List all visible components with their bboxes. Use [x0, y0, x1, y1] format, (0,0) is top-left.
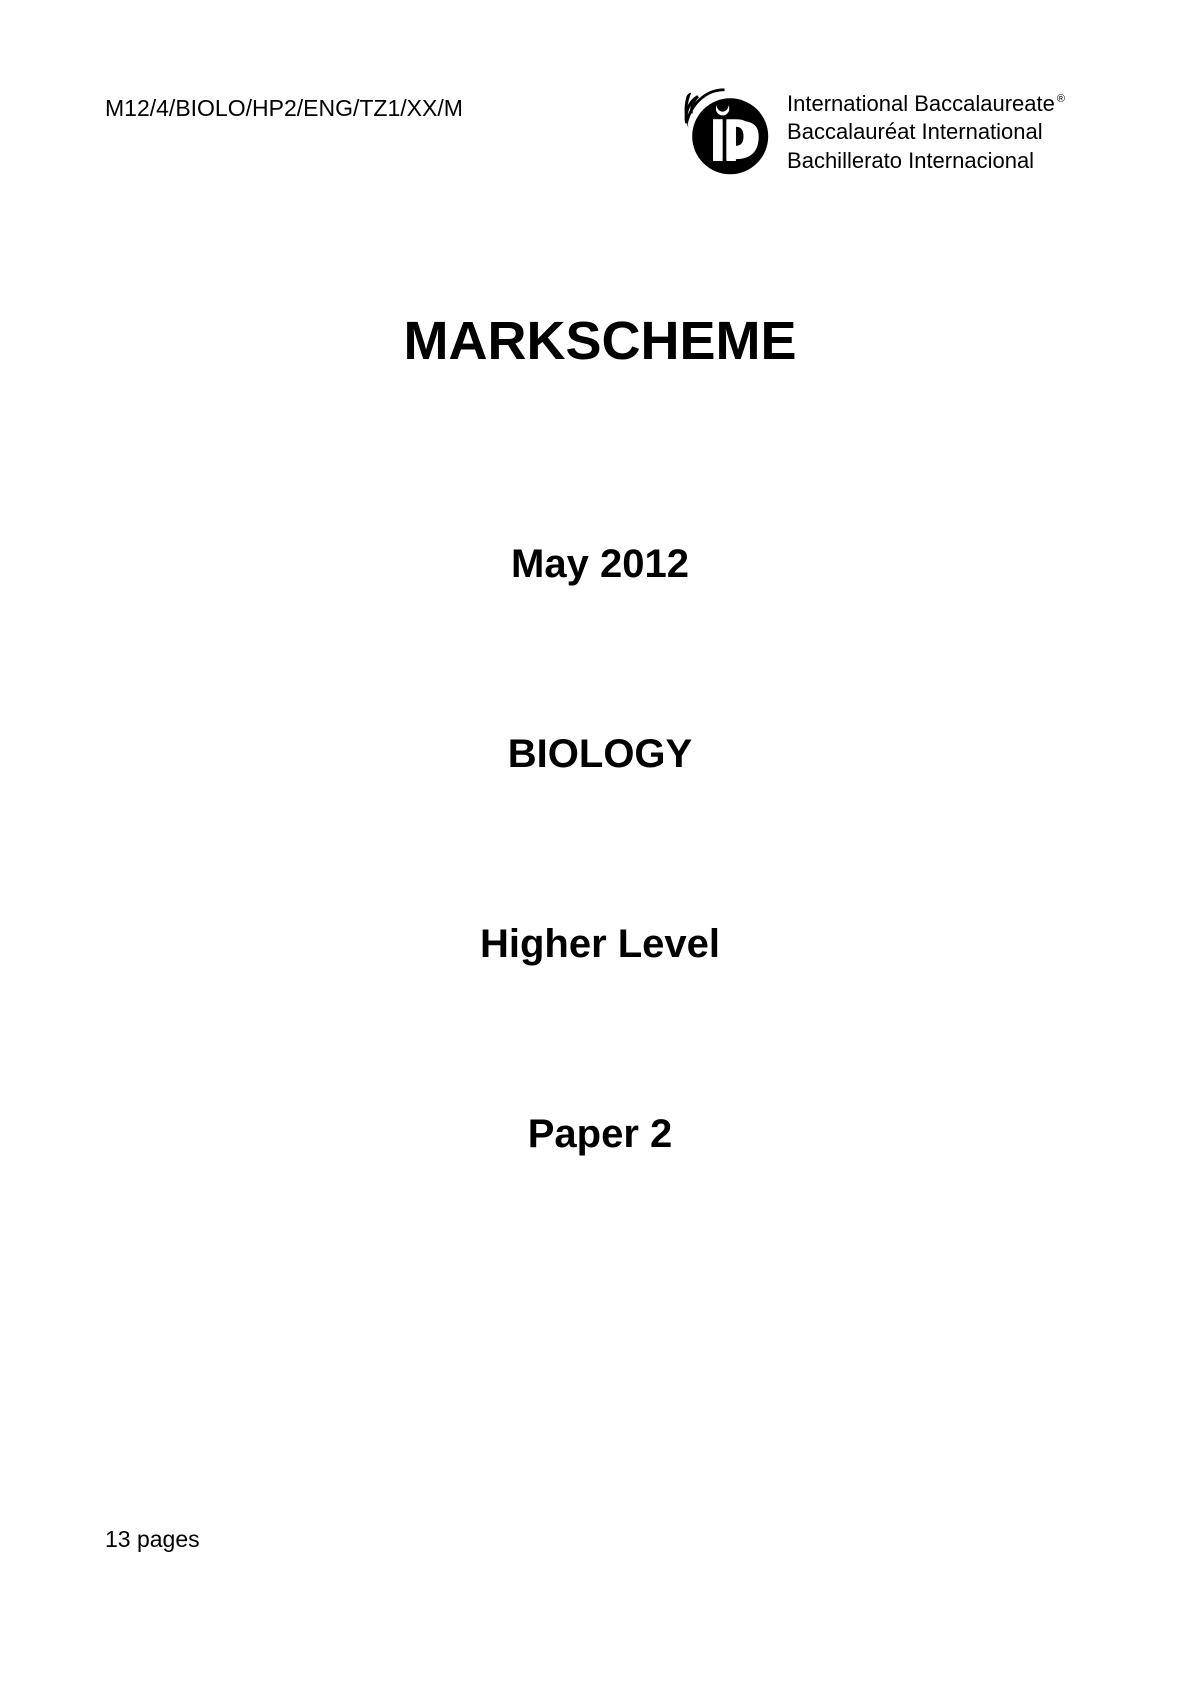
- registered-symbol: ®: [1057, 93, 1065, 105]
- page-count: 13 pages: [105, 1526, 200, 1553]
- org-name-french: Baccalauréat International: [787, 118, 1065, 147]
- org-name-spanish: Bachillerato Internacional: [787, 147, 1065, 176]
- organization-names: International Baccalaureate® Baccalauréa…: [787, 90, 1065, 176]
- document-paper: Paper 2: [528, 1112, 673, 1157]
- document-level: Higher Level: [480, 922, 720, 967]
- ib-logo-icon: [677, 85, 772, 180]
- document-subject: BIOLOGY: [508, 732, 692, 777]
- main-content: MARKSCHEME May 2012 BIOLOGY Higher Level…: [0, 310, 1200, 1302]
- org-name-english: International Baccalaureate®: [787, 90, 1065, 119]
- page-header: M12/4/BIOLO/HP2/ENG/TZ1/XX/M Internation…: [0, 85, 1200, 180]
- document-code: M12/4/BIOLO/HP2/ENG/TZ1/XX/M: [105, 95, 463, 122]
- document-title: MARKSCHEME: [403, 310, 796, 372]
- document-date: May 2012: [511, 542, 689, 587]
- logo-section: International Baccalaureate® Baccalauréa…: [677, 85, 1065, 180]
